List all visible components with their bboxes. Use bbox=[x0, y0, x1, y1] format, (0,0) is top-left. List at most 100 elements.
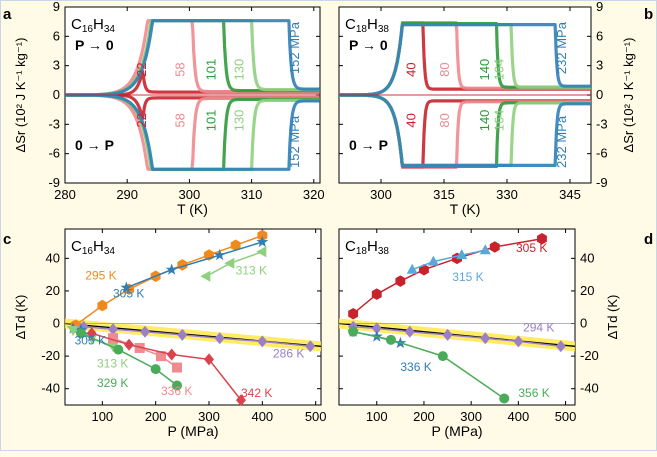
data-point-d bbox=[456, 249, 468, 260]
series-label-a: 152 MPa bbox=[287, 21, 302, 74]
data-point-c bbox=[200, 270, 211, 282]
series-label-c: 313 K bbox=[97, 357, 128, 371]
data-point-c bbox=[120, 281, 133, 293]
compound-label-c: C16H34 bbox=[71, 238, 115, 257]
y-axis-label-b: ΔSr (10² J K⁻¹ kg⁻¹) bbox=[621, 38, 636, 153]
x-tick-label-a: 320 bbox=[303, 187, 325, 202]
x-tick-label-c: 400 bbox=[251, 409, 273, 424]
x-axis-label-c: P (MPa) bbox=[167, 423, 218, 439]
data-point-c bbox=[177, 328, 188, 341]
series-label-b: 40 bbox=[403, 62, 418, 76]
x-tick-label-d: 100 bbox=[366, 409, 388, 424]
y-tick-label-b: 0 bbox=[596, 87, 603, 102]
series-line-c bbox=[80, 332, 178, 386]
data-point-c bbox=[124, 338, 134, 351]
data-point-c bbox=[97, 299, 108, 312]
data-point-d bbox=[404, 325, 415, 338]
x-axis-label-a: T (K) bbox=[177, 201, 208, 217]
y-tick-label-a: -9 bbox=[48, 175, 60, 190]
series-line-a bbox=[64, 19, 321, 97]
series-label-d: 356 K bbox=[518, 386, 549, 400]
process-top-a: P → 0 bbox=[75, 37, 114, 53]
data-point-d bbox=[371, 322, 382, 335]
y-tick-label-b: 3 bbox=[596, 58, 603, 73]
series-label-d: 305 K bbox=[516, 241, 547, 255]
data-point-c bbox=[156, 351, 166, 362]
series-line-b bbox=[338, 93, 593, 167]
x-tick-label-d: 400 bbox=[508, 409, 530, 424]
y-tick-label-d: -40 bbox=[580, 381, 599, 396]
compound-part: 18 bbox=[356, 246, 368, 257]
compound-part: 34 bbox=[104, 246, 116, 257]
y-tick-label-d: 0 bbox=[580, 316, 587, 331]
y-tick-label-a: 9 bbox=[53, 1, 60, 14]
data-point-c bbox=[134, 342, 145, 353]
data-point-c bbox=[67, 326, 79, 336]
y-axis-label-d: ΔTd (K) bbox=[605, 295, 620, 340]
data-point-c bbox=[86, 327, 97, 340]
panel-letter-b: b bbox=[644, 6, 653, 23]
panel-letter-d: d bbox=[644, 231, 653, 248]
data-point-c bbox=[224, 257, 235, 269]
x-tick-label-a: 280 bbox=[54, 187, 76, 202]
x-tick-label-c: 100 bbox=[91, 409, 113, 424]
series-label-a: 130 bbox=[232, 59, 247, 81]
series-label-a: 58 bbox=[172, 62, 187, 76]
series-label-d: 315 K bbox=[452, 270, 483, 284]
series-label-a: 101 bbox=[204, 110, 219, 132]
compound-part: C bbox=[345, 16, 356, 33]
series-label-b: 140 bbox=[477, 110, 492, 132]
data-point-d bbox=[370, 330, 383, 342]
x-tick-label-a: 290 bbox=[116, 187, 138, 202]
series-label-a: 130 bbox=[232, 110, 247, 132]
data-point-d bbox=[437, 351, 448, 362]
data-point-d bbox=[348, 308, 359, 320]
series-label-b: 40 bbox=[403, 113, 418, 127]
x-tick-label-b: 345 bbox=[559, 187, 581, 202]
y-tick-label-b: 6 bbox=[596, 28, 603, 43]
x-axis-label-d: P (MPa) bbox=[431, 423, 482, 439]
data-point-d bbox=[480, 332, 491, 345]
compound-part: C bbox=[71, 16, 82, 33]
data-point-d bbox=[442, 328, 453, 341]
data-point-c bbox=[236, 394, 246, 407]
x-tick-label-b: 330 bbox=[496, 187, 518, 202]
series-label-b: 232 MPa bbox=[554, 115, 569, 168]
series-label-c: 305 K bbox=[113, 286, 144, 300]
data-point-c bbox=[113, 344, 124, 355]
series-label-a: 152 MPa bbox=[287, 115, 302, 168]
compound-part: H bbox=[367, 16, 378, 33]
data-point-d bbox=[489, 241, 500, 253]
data-point-d bbox=[395, 275, 406, 287]
series-label-c: 336 K bbox=[161, 384, 192, 398]
data-point-c bbox=[140, 325, 150, 338]
data-point-c bbox=[257, 229, 268, 242]
compound-part: C bbox=[345, 238, 356, 255]
panel-letter-c: c bbox=[3, 231, 11, 248]
y-tick-label-a: 6 bbox=[53, 28, 60, 43]
x-tick-label-c: 200 bbox=[145, 409, 167, 424]
y-tick-label-b: -9 bbox=[596, 175, 608, 190]
y-axis-label-a: ΔSr (10² J K⁻¹ kg⁻¹) bbox=[13, 38, 28, 153]
data-point-c bbox=[256, 235, 269, 248]
compound-part: 38 bbox=[378, 24, 390, 35]
data-point-c bbox=[165, 263, 178, 275]
series-label-a: 101 bbox=[204, 59, 219, 81]
series-label-b: 140 bbox=[477, 59, 492, 81]
data-point-d bbox=[499, 393, 510, 404]
series-label-a: 58 bbox=[172, 113, 187, 127]
series-label-c: 342 K bbox=[241, 386, 272, 400]
data-point-c bbox=[230, 239, 241, 251]
x-tick-label-d: 200 bbox=[413, 409, 435, 424]
series-label-c: 329 K bbox=[97, 376, 128, 390]
series-label-b: 80 bbox=[437, 62, 452, 76]
x-tick-label-a: 310 bbox=[241, 187, 263, 202]
x-tick-label-c: 500 bbox=[305, 409, 327, 424]
x-tick-label-a: 300 bbox=[179, 187, 201, 202]
y-tick-label-b: -6 bbox=[596, 146, 608, 161]
x-tick-label-b: 315 bbox=[433, 187, 455, 202]
data-point-c bbox=[172, 380, 182, 391]
compound-part: 18 bbox=[356, 24, 368, 35]
data-point-d bbox=[348, 326, 359, 337]
data-point-d bbox=[555, 340, 566, 353]
